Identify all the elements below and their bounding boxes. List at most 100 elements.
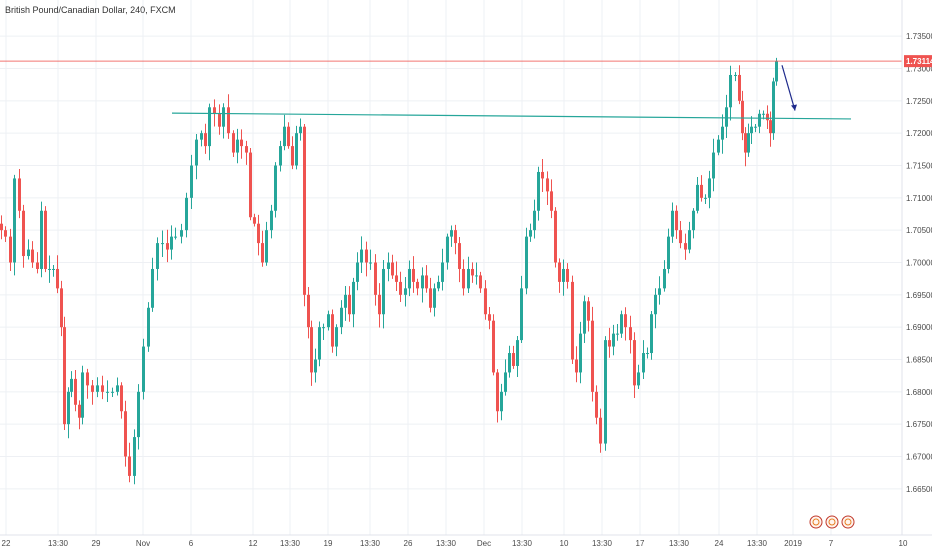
candle-body xyxy=(13,178,16,263)
candle-body xyxy=(566,268,569,282)
price-tick-label: 1.66500 xyxy=(906,485,932,494)
candle-body xyxy=(675,210,678,231)
candle-body xyxy=(637,372,640,386)
arrow-head xyxy=(791,104,797,111)
candle-body xyxy=(671,210,674,237)
candle-body xyxy=(775,61,778,82)
candle-body xyxy=(174,236,177,238)
candle-body xyxy=(496,372,499,412)
time-tick-label: 24 xyxy=(715,539,724,548)
candle-body xyxy=(274,165,277,211)
event-icon[interactable] xyxy=(809,515,823,529)
candle-body xyxy=(81,372,84,418)
candle-body xyxy=(213,107,216,114)
candle-body xyxy=(78,404,81,418)
candle-body xyxy=(111,391,114,393)
candle-body xyxy=(537,171,540,211)
candle-body xyxy=(654,294,657,315)
candle-body xyxy=(124,411,127,457)
candle-body xyxy=(74,378,77,405)
current-price-label: 1.73114 xyxy=(906,57,932,66)
candle-body xyxy=(387,262,390,269)
candle-body xyxy=(571,281,574,360)
candle-body xyxy=(475,275,478,277)
candle-body xyxy=(166,243,169,250)
candle-body xyxy=(382,268,385,315)
candle-body xyxy=(446,236,449,263)
candle-body xyxy=(265,230,268,263)
candle-body xyxy=(344,294,347,308)
candle-body xyxy=(500,391,503,412)
candle-body xyxy=(546,178,549,192)
candle-body xyxy=(591,320,594,392)
annotations xyxy=(0,60,902,120)
price-tick-label: 1.68500 xyxy=(906,356,932,365)
candle-body xyxy=(684,243,687,250)
candle-body xyxy=(599,417,602,444)
candle-body xyxy=(185,197,188,231)
candle-body xyxy=(287,126,290,147)
candle-body xyxy=(356,262,359,282)
candle-body xyxy=(772,81,775,134)
candle-body xyxy=(327,314,330,328)
price-tick-label: 1.67500 xyxy=(906,420,932,429)
candle-body xyxy=(374,262,377,295)
price-axis[interactable] xyxy=(902,0,932,535)
time-tick-label: 22 xyxy=(2,539,11,548)
price-tick-label: 1.68000 xyxy=(906,388,932,397)
arrow-shaft[interactable] xyxy=(781,65,796,111)
flag-event-icon[interactable] xyxy=(841,515,855,529)
candle-body xyxy=(575,359,578,373)
candle-body xyxy=(612,333,615,347)
candle-body xyxy=(747,133,750,153)
candle-body xyxy=(525,236,528,289)
candle-body xyxy=(395,275,398,282)
price-tick-label: 1.67000 xyxy=(906,453,932,462)
time-tick-label: 13:30 xyxy=(280,539,301,548)
price-tick-label: 1.70000 xyxy=(906,259,932,268)
candle-body xyxy=(704,197,707,199)
candle-body xyxy=(620,314,623,334)
candle-body xyxy=(471,268,474,276)
candle-body xyxy=(180,230,183,237)
price-tick-label: 1.72000 xyxy=(906,129,932,138)
candle-body xyxy=(441,262,444,282)
candle-body xyxy=(646,353,649,355)
candle-body xyxy=(91,385,94,392)
candle-body xyxy=(86,372,89,386)
candle-body xyxy=(151,268,154,308)
candle-body xyxy=(708,178,711,198)
time-axis[interactable] xyxy=(0,535,932,550)
candle-body xyxy=(758,113,761,127)
candle-body xyxy=(562,268,565,282)
trendline[interactable] xyxy=(171,112,852,120)
candle-body xyxy=(137,391,140,438)
candle-body xyxy=(729,74,732,108)
time-tick-label: 13:30 xyxy=(360,539,381,548)
candle-body xyxy=(558,262,561,282)
event-icon[interactable] xyxy=(825,515,839,529)
candle-body xyxy=(467,268,470,289)
candle-body xyxy=(554,210,557,263)
candle-body xyxy=(340,307,343,328)
candle-body xyxy=(22,210,25,257)
candle-body xyxy=(0,223,3,231)
candle-body xyxy=(579,333,582,373)
candle-body xyxy=(331,314,334,347)
candle-body xyxy=(283,126,286,147)
price-tick-label: 1.69500 xyxy=(906,291,932,300)
candle-body xyxy=(40,210,43,269)
candle-body xyxy=(156,243,159,269)
candle-body xyxy=(492,320,495,373)
candle-body xyxy=(762,113,765,115)
candle-body xyxy=(236,139,239,153)
candle-body xyxy=(408,268,411,289)
time-tick-label: 12 xyxy=(249,539,258,548)
candle-body xyxy=(279,146,282,166)
price-axis-ticks: 1.73500 1.73000 1.72500 1.72000 1.71500 1.710… xyxy=(906,32,932,494)
candle-body xyxy=(128,456,131,476)
candle-body xyxy=(4,230,7,237)
time-tick-label: 19 xyxy=(324,539,333,548)
